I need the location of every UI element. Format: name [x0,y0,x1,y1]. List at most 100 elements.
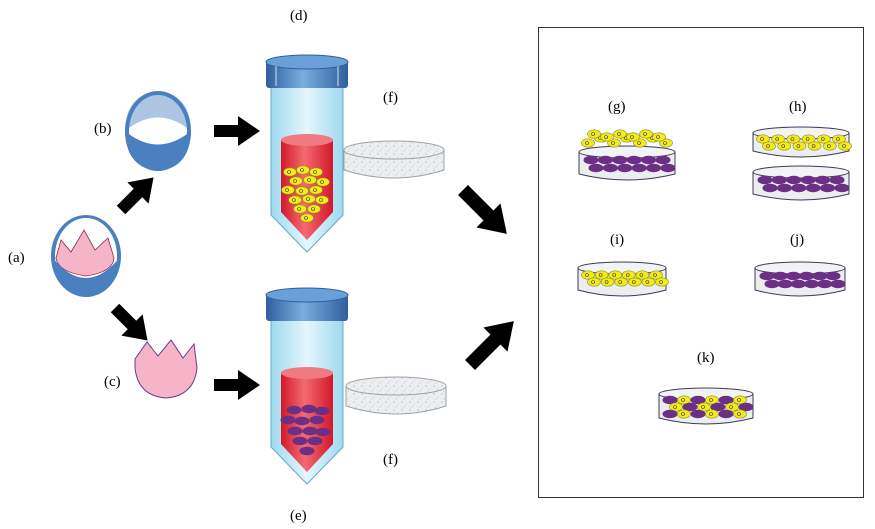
yellow-cell [315,195,329,205]
purple-cell [771,175,787,185]
purple-cell [301,404,317,414]
purple-cell [690,395,706,405]
scaffold-disc-icon [345,376,447,415]
purple-cell [597,155,613,165]
yellow-cell [600,132,614,142]
yellow-cell [786,134,801,144]
yellow-cell [600,277,615,287]
yellow-cell [295,186,309,196]
purple-cell [309,415,325,425]
culture-dish-icon [578,145,676,181]
purple-cell [662,409,678,419]
purple-cell [815,175,831,185]
culture-dishes [577,126,852,425]
label-a: (a) [8,250,25,266]
yellow-cell [655,277,669,287]
purple-cell [799,271,815,281]
process-arrows [110,116,514,400]
purple-cell [682,402,698,412]
yellow-cell [801,134,816,144]
yellow-cell [587,277,601,287]
purple-cell [834,183,850,193]
purple-cell [718,395,734,405]
purple-cell [764,279,780,289]
yellow-cell [762,141,776,151]
yellow-cell [296,165,310,175]
yellow-cell [302,194,316,204]
yellow-cell [652,132,666,142]
purple-cell-pellet [280,404,331,456]
purple-cell [786,175,802,185]
purple-cell [660,163,676,173]
yellow-cell [587,129,601,139]
yellow-cell [641,277,656,287]
culture-dish-icon [577,261,669,297]
yellow-cell [307,204,321,214]
yellow-cell [300,213,314,223]
yellow-cell [594,270,609,280]
yellow-cell [607,138,621,148]
purple-cell [718,409,734,419]
label-d: (d) [290,8,308,24]
purple-cell [646,163,662,173]
yellow-cell [581,270,595,280]
purple-cell [655,155,671,165]
yellow-cell [832,134,846,144]
yellow-cell [608,270,623,280]
label-j: (j) [790,232,805,248]
label-e: (e) [290,508,307,524]
purple-cell [292,436,308,446]
purple-cell [602,163,618,173]
yellow-cell [309,167,323,177]
purple-cell [804,279,820,289]
purple-cell [759,271,775,281]
purple-cell [825,271,841,281]
yellow-cell [633,138,647,148]
yellow-cell [649,270,663,280]
purple-cell [302,426,318,436]
purple-cell [286,405,302,415]
centrifuge-tube-icon [265,54,349,253]
yellow-cell [733,395,747,405]
yellow-cell-pellet [281,165,330,223]
purple-cell [772,271,788,281]
purple-cell [583,155,599,165]
purple-cell [817,279,833,289]
eye-globe-icon [51,215,121,297]
purple-cell [299,446,315,456]
yellow-cell [621,270,636,280]
yellow-cell [771,134,786,144]
yellow-cell [288,195,302,205]
purple-cell [800,175,816,185]
yellow-cell [293,204,307,214]
purple-cell [612,155,628,165]
yellow-cell [289,176,303,186]
purple-cell [315,427,331,437]
yellow-cell [614,277,629,287]
purple-cell [738,402,754,412]
yellow-cell [283,167,297,177]
yellow-cell [639,129,653,139]
culture-dish-icon [658,387,754,425]
purple-cell [631,163,647,173]
yellow-cell [838,141,852,151]
yellow-cell [627,277,642,287]
yellow-cell [777,141,792,151]
yellow-cell [807,141,822,151]
corneal-button-icon [134,339,198,399]
yellow-cell [613,129,627,139]
purple-cell [791,183,807,193]
yellow-cell [316,177,330,187]
yellow-cell [792,141,807,151]
centrifuge-tube-icon [265,287,349,485]
coculture-panel [538,27,864,498]
purple-cell [812,271,828,281]
purple-cell [588,163,604,173]
purple-cell [314,406,330,416]
purple-cell [287,426,303,436]
purple-cell [626,155,642,165]
purple-cell [662,395,678,405]
yellow-cell [822,141,837,151]
yellow-cell [816,134,831,144]
